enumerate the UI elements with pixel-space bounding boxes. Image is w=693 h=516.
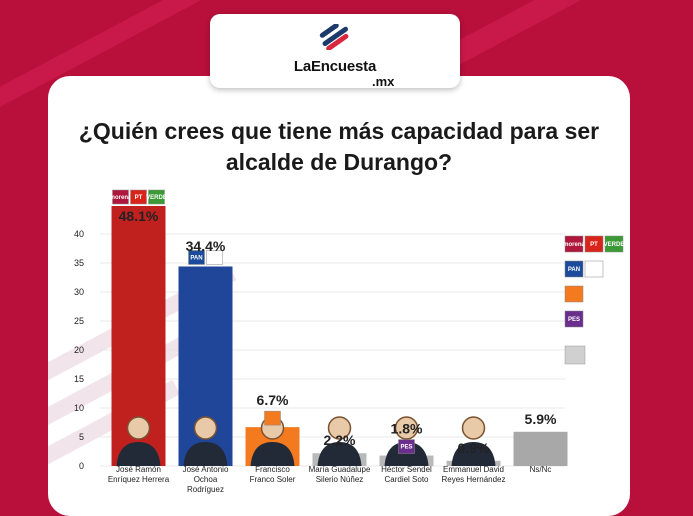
candidate-photo (250, 442, 295, 466)
legend-independent-icon (564, 345, 586, 365)
x-tick-label: Emmanuel David (443, 465, 504, 474)
data-label: 6.7% (257, 392, 289, 408)
x-tick-label: Ochoa (194, 475, 218, 484)
bar (513, 431, 568, 466)
party-logo-label: PT (135, 195, 143, 201)
legend-logo-pri (584, 260, 604, 278)
party-logo-label: PES (400, 445, 412, 451)
party-logo-label: VERDE (146, 195, 167, 201)
party-logo-label: PRI (209, 255, 219, 261)
y-tick-label: 30 (74, 287, 84, 297)
data-label: 1.8% (391, 421, 423, 437)
candidate-photo (461, 416, 486, 440)
party-logo-pes (398, 439, 415, 454)
x-tick-label: José Antonio (183, 465, 229, 474)
legend-logo-label: VERDE (604, 242, 625, 248)
data-label: 48.1% (119, 208, 159, 224)
legend-logo-morena (564, 235, 584, 253)
legend-logo-label: PT (590, 242, 598, 248)
x-tick-label: María Guadalupe (309, 465, 371, 474)
y-tick-label: 20 (74, 345, 84, 355)
x-tick-label: Ns/Nc (530, 465, 552, 474)
x-tick-label: Franco Soler (250, 475, 296, 484)
x-tick-label: José Ramón (116, 465, 161, 474)
y-tick-label: 0 (79, 461, 84, 471)
x-tick-label: Héctor Sendel (381, 465, 432, 474)
y-tick-label: 5 (79, 432, 84, 442)
y-tick-label: 25 (74, 316, 84, 326)
party-logo-pt (130, 189, 147, 205)
data-label: 2.2% (324, 432, 356, 448)
legend-logo-pt (584, 235, 604, 253)
y-tick-label: 10 (74, 403, 84, 413)
legend-logo-pes (564, 310, 584, 328)
legend-logo-label: PAN (568, 267, 580, 273)
candidate-photo (451, 442, 496, 466)
candidate-photo (116, 442, 161, 466)
legend-logo-label: PES (568, 317, 580, 323)
logo-brand: LaEncuesta (293, 58, 377, 75)
party-logo-label: morena (110, 195, 132, 201)
data-label: 0.9% (458, 440, 490, 456)
candidate-photo (384, 442, 429, 466)
y-tick-label: 15 (74, 374, 84, 384)
y-tick-label: 35 (74, 258, 84, 268)
party-logo-pan (188, 250, 205, 265)
party-logo-morena (112, 189, 129, 205)
x-tick-label: Rodríguez (187, 485, 224, 494)
legend-logo-verde (604, 235, 624, 253)
x-tick-label: Enríquez Herrera (108, 475, 170, 484)
data-label: 5.9% (525, 411, 557, 427)
y-tick-label: 40 (74, 229, 84, 239)
legend-logo-label: PRI (589, 267, 599, 273)
x-tick-label: Francisco (255, 465, 290, 474)
x-tick-label: Silerio Núñez (316, 475, 364, 484)
logo-domain: .mx (372, 74, 395, 89)
candidate-photo (193, 416, 218, 440)
data-label: 34.4% (186, 238, 226, 254)
party-logo-label: PAN (190, 255, 202, 261)
candidate-photo (394, 416, 419, 440)
legend-logo-pan (564, 260, 584, 278)
party-logo-verde (148, 189, 165, 205)
x-tick-label: Cardiel Soto (384, 475, 429, 484)
chart-title: ¿Quién crees que tiene más capacidad par… (78, 118, 600, 175)
legend-logo-mc (564, 285, 584, 303)
party-logo-mc (264, 410, 281, 426)
x-tick-label: Reyes Hernández (441, 475, 505, 484)
party-logo-pri (206, 250, 223, 265)
logo-box: LaEncuesta .mx (210, 14, 460, 89)
logo-mark-icon (319, 24, 349, 50)
candidate-photo (126, 416, 151, 440)
legend-logo-label: morena (563, 242, 585, 248)
candidate-photo (327, 416, 352, 440)
candidate-photo (317, 442, 362, 466)
candidate-photo (183, 442, 228, 466)
